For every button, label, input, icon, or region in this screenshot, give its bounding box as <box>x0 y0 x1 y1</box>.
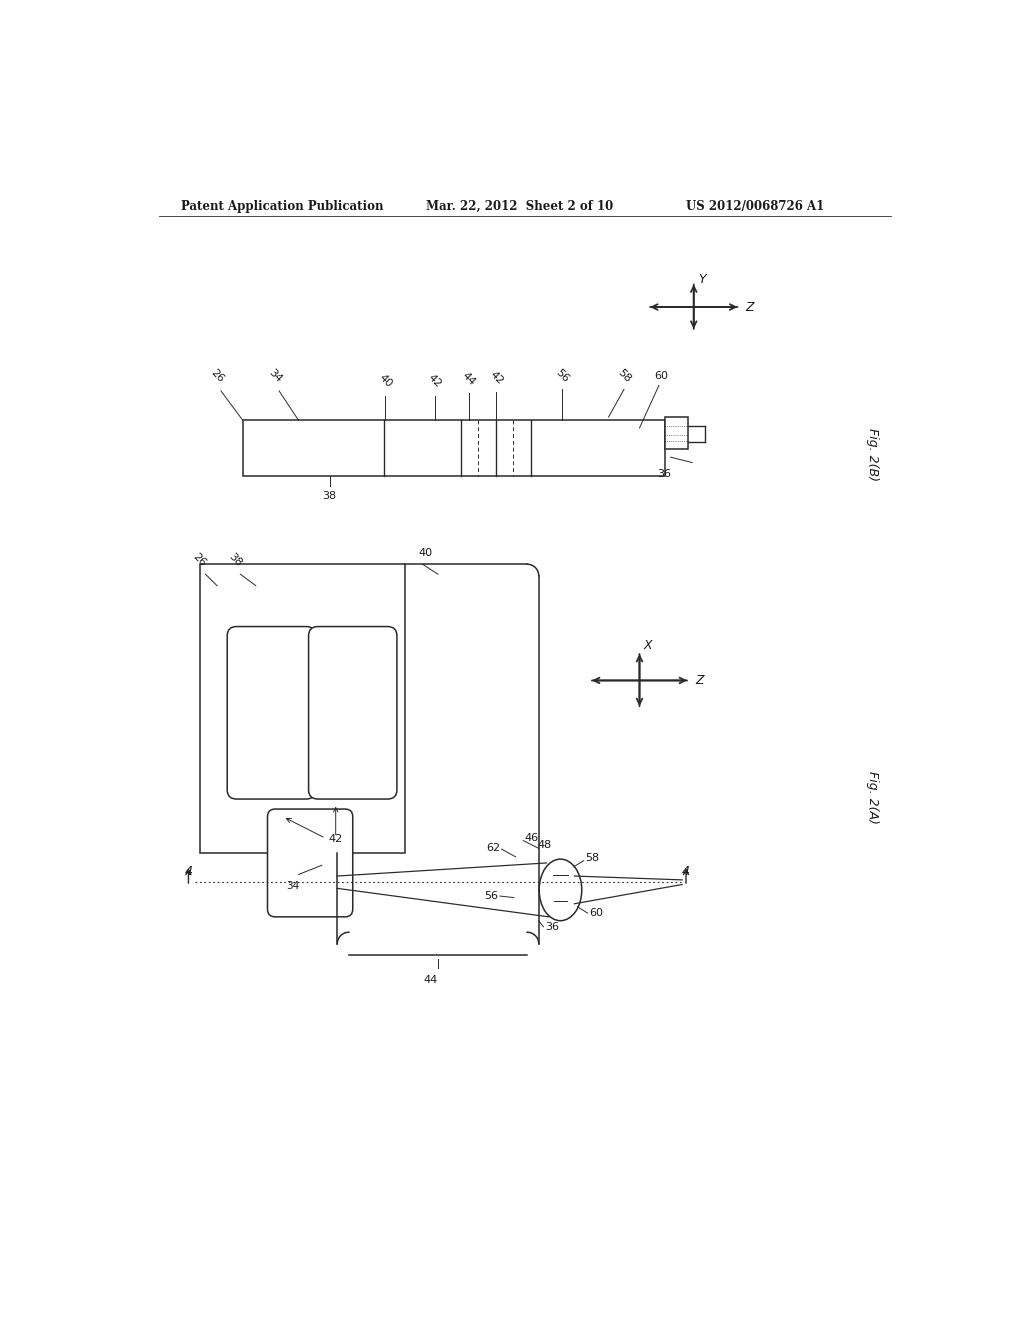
Text: 26: 26 <box>190 552 208 569</box>
FancyBboxPatch shape <box>308 627 397 799</box>
Text: Z: Z <box>695 675 703 686</box>
Text: 60: 60 <box>589 908 603 917</box>
Text: Mar. 22, 2012  Sheet 2 of 10: Mar. 22, 2012 Sheet 2 of 10 <box>426 199 613 213</box>
Text: 42: 42 <box>487 370 505 387</box>
Text: 36: 36 <box>657 470 672 479</box>
Text: 58: 58 <box>586 853 599 862</box>
FancyBboxPatch shape <box>227 627 315 799</box>
Text: 42: 42 <box>329 834 343 845</box>
Text: Fig. 2(A): Fig. 2(A) <box>865 771 879 824</box>
Text: X: X <box>643 639 652 652</box>
Bar <box>243 420 665 477</box>
Text: 34: 34 <box>266 367 284 384</box>
Text: 42: 42 <box>426 372 443 389</box>
Text: 56: 56 <box>484 891 499 902</box>
Text: 44: 44 <box>461 371 477 388</box>
Text: 56: 56 <box>554 367 570 384</box>
Ellipse shape <box>540 859 582 921</box>
Text: 62: 62 <box>485 842 500 853</box>
Text: 48: 48 <box>538 841 552 850</box>
Bar <box>200 564 406 853</box>
Text: Patent Application Publication: Patent Application Publication <box>180 199 383 213</box>
Text: 38: 38 <box>323 491 337 502</box>
Text: US 2012/0068726 A1: US 2012/0068726 A1 <box>686 199 824 213</box>
Text: 58: 58 <box>615 367 633 384</box>
Bar <box>665 417 688 449</box>
Text: Fig. 2(B): Fig. 2(B) <box>865 429 879 482</box>
Text: 34: 34 <box>287 880 300 891</box>
Text: 26: 26 <box>209 367 225 384</box>
Text: 4: 4 <box>682 866 690 878</box>
Text: 40: 40 <box>419 548 433 558</box>
Text: 4: 4 <box>184 866 193 878</box>
Text: 46: 46 <box>524 833 539 842</box>
Text: 36: 36 <box>545 921 559 932</box>
Text: 44: 44 <box>423 974 437 985</box>
Text: 60: 60 <box>654 371 669 381</box>
Text: Z: Z <box>745 301 755 314</box>
Text: Y: Y <box>698 273 706 286</box>
Text: 40: 40 <box>377 372 394 389</box>
FancyBboxPatch shape <box>267 809 352 917</box>
Text: 38: 38 <box>226 552 244 569</box>
